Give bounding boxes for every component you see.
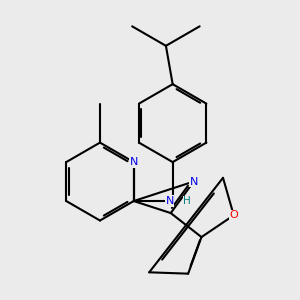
Text: N: N — [130, 157, 138, 167]
Text: N: N — [190, 177, 198, 187]
Text: O: O — [230, 210, 238, 220]
Text: N: N — [166, 196, 174, 206]
Text: H: H — [183, 196, 191, 206]
